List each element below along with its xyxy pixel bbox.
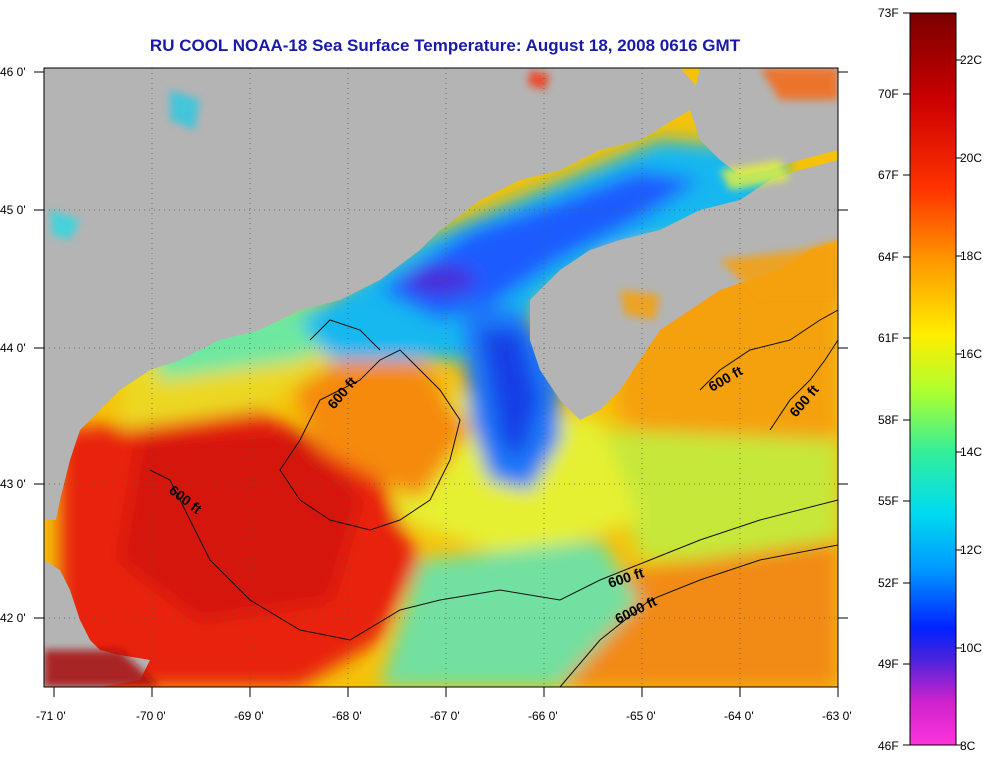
lon-label: -69 0' [234, 709, 264, 723]
lat-label: 46 0' [0, 65, 26, 79]
map-title: RU COOL NOAA-18 Sea Surface Temperature:… [149, 36, 741, 55]
colorbar: 73F 70F 67F 64F 61F 58F 55F 52F 49F 46F … [878, 6, 982, 753]
lon-label: -71 0' [36, 709, 66, 723]
colorbar-f-label: 61F [878, 331, 899, 345]
lat-label: 45 0' [0, 203, 26, 217]
colorbar-f-label: 58F [878, 413, 899, 427]
colorbar-c-label: 18C [960, 249, 982, 263]
colorbar-c-label: 22C [960, 53, 982, 67]
colorbar-f-label: 67F [878, 168, 899, 182]
colorbar-f-label: 46F [878, 739, 899, 753]
colorbar-f-label: 49F [878, 657, 899, 671]
lon-label: -63 0' [822, 709, 852, 723]
colorbar-c-label: 12C [960, 543, 982, 557]
colorbar-c-label: 14C [960, 445, 982, 459]
plot-frame [43, 67, 839, 688]
lon-label: -64 0' [724, 709, 754, 723]
colorbar-c-label: 16C [960, 347, 982, 361]
colorbar-c-label: 8C [960, 739, 976, 753]
grid [44, 68, 838, 687]
longitude-labels: -71 0' -70 0' -69 0' -68 0' -67 0' -66 0… [36, 709, 852, 723]
colorbar-gradient [909, 12, 957, 746]
lat-label: 44 0' [0, 341, 26, 355]
lon-label: -68 0' [332, 709, 362, 723]
latitude-labels: 46 0' 45 0' 44 0' 43 0' 42 0' [0, 65, 26, 625]
sst-field [44, 68, 838, 687]
lon-label: -65 0' [626, 709, 656, 723]
colorbar-f-label: 52F [878, 576, 899, 590]
lon-label: -70 0' [136, 709, 166, 723]
lat-label: 43 0' [0, 477, 26, 491]
colorbar-f-label: 64F [878, 250, 899, 264]
lon-label: -66 0' [528, 709, 558, 723]
lon-label: -67 0' [430, 709, 460, 723]
colorbar-f-label: 73F [878, 6, 899, 20]
colorbar-c-label: 20C [960, 151, 982, 165]
lat-label: 42 0' [0, 611, 26, 625]
depth-contours [149, 309, 838, 687]
colorbar-f-label: 70F [878, 87, 899, 101]
colorbar-f-label: 55F [878, 494, 899, 508]
axis-ticks [34, 71, 848, 697]
colorbar-c-label: 10C [960, 641, 982, 655]
